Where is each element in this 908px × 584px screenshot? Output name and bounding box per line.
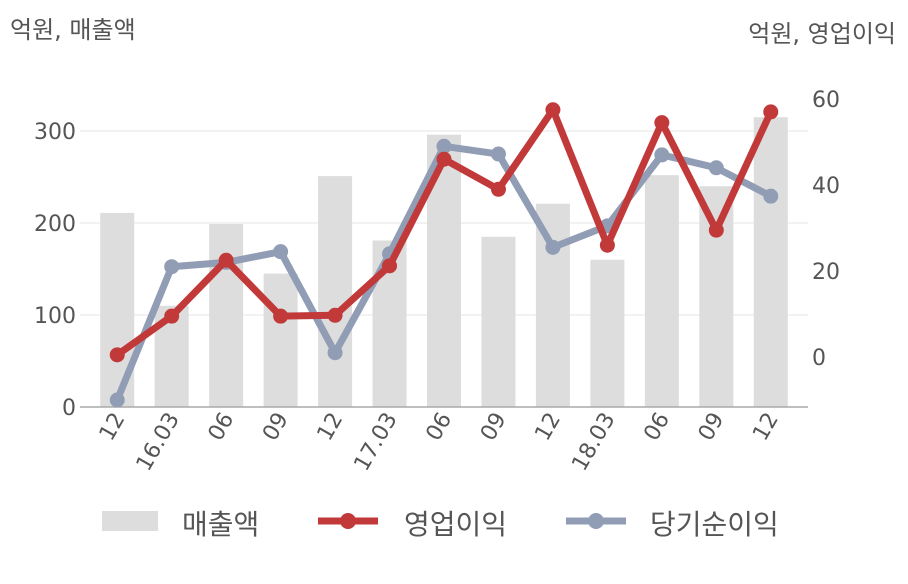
bar <box>263 273 298 407</box>
data-point <box>763 104 779 120</box>
data-point <box>109 347 125 363</box>
legend-label-net-income: 당기순이익 <box>650 508 779 541</box>
legend-marker-operating-profit <box>340 513 356 529</box>
data-point <box>490 181 506 197</box>
data-point <box>763 188 779 204</box>
bar <box>318 176 353 407</box>
left-tick-label: 100 <box>34 304 76 329</box>
bar <box>753 117 788 407</box>
x-tick-label: 12 <box>313 409 349 446</box>
bar <box>535 203 570 407</box>
legend-swatch-revenue <box>102 511 158 531</box>
bar <box>209 223 244 407</box>
data-point <box>273 308 289 324</box>
bar-series-revenue <box>100 117 788 407</box>
right-axis-label: 억원, 영업이익 <box>748 20 896 48</box>
data-point <box>109 392 125 408</box>
x-tick-label: 09 <box>476 409 512 446</box>
right-tick-label: 0 <box>812 346 826 371</box>
x-tick-label: 09 <box>258 409 294 446</box>
data-point <box>164 308 180 324</box>
legend-label-revenue: 매출액 <box>182 508 259 541</box>
bar <box>481 236 516 407</box>
legend-marker-net-income <box>588 513 604 529</box>
data-point <box>654 115 670 131</box>
bar <box>644 175 679 407</box>
right-tick-label: 60 <box>812 88 840 113</box>
data-point <box>327 345 343 361</box>
data-point <box>708 222 724 238</box>
x-tick-label: 12 <box>95 409 131 446</box>
x-tick-label: 17.03 <box>350 409 403 476</box>
line-series <box>109 102 779 408</box>
x-tick-label: 12 <box>530 409 566 446</box>
bar <box>590 259 625 407</box>
data-point <box>218 252 234 268</box>
x-tick-label: 06 <box>639 409 675 446</box>
left-axis-label: 억원, 매출액 <box>10 16 136 44</box>
x-tick-label: 09 <box>694 409 730 446</box>
data-point <box>164 259 180 275</box>
data-point <box>273 244 289 260</box>
x-tick-label: 18.03 <box>567 409 620 476</box>
x-tick-label: 16.03 <box>132 409 185 476</box>
data-point <box>599 237 615 253</box>
x-tick-label: 06 <box>204 409 240 446</box>
right-tick-label: 20 <box>812 260 840 285</box>
left-tick-label: 200 <box>34 212 76 237</box>
data-point <box>654 147 670 163</box>
data-point <box>708 160 724 176</box>
left-tick-label: 0 <box>62 396 76 421</box>
data-point <box>436 138 452 154</box>
x-tick-label: 06 <box>422 409 458 446</box>
legend: 매출액 영업이익 당기순이익 <box>102 508 779 541</box>
data-point <box>545 239 561 255</box>
data-point <box>436 151 452 167</box>
x-tick-label: 12 <box>748 409 784 446</box>
data-point <box>490 146 506 162</box>
data-point <box>327 307 343 323</box>
data-point <box>382 258 398 274</box>
left-tick-label: 300 <box>34 120 76 145</box>
data-point <box>545 102 561 118</box>
legend-label-operating-profit: 영업이익 <box>404 508 507 541</box>
bar <box>699 186 734 407</box>
right-tick-label: 40 <box>812 174 840 199</box>
